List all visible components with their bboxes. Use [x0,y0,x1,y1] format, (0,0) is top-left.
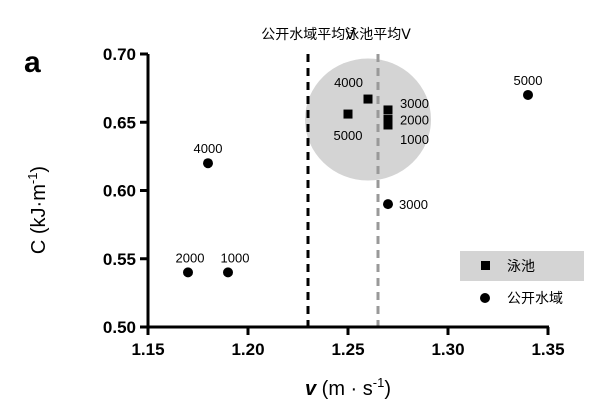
x-axis-title-exp: -1 [373,375,385,390]
y-axis-title: C (kJ·m-1) [25,166,50,254]
pool-highlight-region [305,58,431,181]
open-water-point-label-4: 1000 [221,250,250,265]
x-axis-title: v (m · s-1) [305,375,391,400]
legend-highlight-box [460,251,584,281]
open-water-point-3 [183,267,193,278]
open-water-point-4 [223,267,233,278]
panel-label: a [24,46,41,79]
x-tick-label-2: 1.25 [331,340,364,359]
x-axis-title-suffix: ) [384,378,391,400]
legend-open-water-label: 公开水域 [507,291,563,307]
open-water-point-label-0: 5000 [514,73,543,88]
pool-point-3 [383,115,393,125]
pool-point-label-4: 1000 [400,132,429,147]
legend-pool-label: 泳池 [507,259,535,275]
y-axis-title-prefix: C (kJ·m [28,184,50,254]
open-water-point-label-3: 2000 [176,250,205,265]
y-tick-label-2: 0.60 [103,182,136,201]
y-axis-title-suffix: ) [28,166,50,173]
pool-point-label-3: 2000 [400,113,429,128]
pool-point-label-1: 5000 [334,128,363,143]
y-axis-title-exp: -1 [25,173,40,185]
y-tick-label-0: 0.50 [103,318,136,337]
legend-open-water-marker [480,293,490,303]
open-water-point-0 [523,89,533,100]
reference-line-label-0: 公开水域平均V [261,27,355,43]
legend-pool-marker [481,261,490,270]
x-tick-label-0: 1.15 [131,340,164,359]
open-water-point-2 [383,199,393,210]
y-tick-label-3: 0.65 [103,113,136,132]
pool-point-0 [363,94,373,104]
pool-point-label-2: 3000 [400,96,429,111]
open-water-point-label-2: 3000 [399,197,428,212]
x-axis-title-symbol: v [305,378,318,400]
x-tick-label-1: 1.20 [231,340,264,359]
open-water-point-1 [203,158,213,169]
pool-point-2 [383,105,393,115]
pool-point-4 [383,120,393,130]
x-axis-title-unit: (m · s [322,378,373,400]
y-tick-label-1: 0.55 [103,250,136,269]
x-tick-label-4: 1.35 [531,340,564,359]
pool-point-label-0: 4000 [334,75,363,90]
open-water-point-label-1: 4000 [194,141,223,156]
y-tick-label-4: 0.70 [103,45,136,64]
x-tick-label-3: 1.30 [431,340,464,359]
pool-point-1 [343,109,353,119]
reference-line-label-1: 泳池平均V [345,27,411,43]
